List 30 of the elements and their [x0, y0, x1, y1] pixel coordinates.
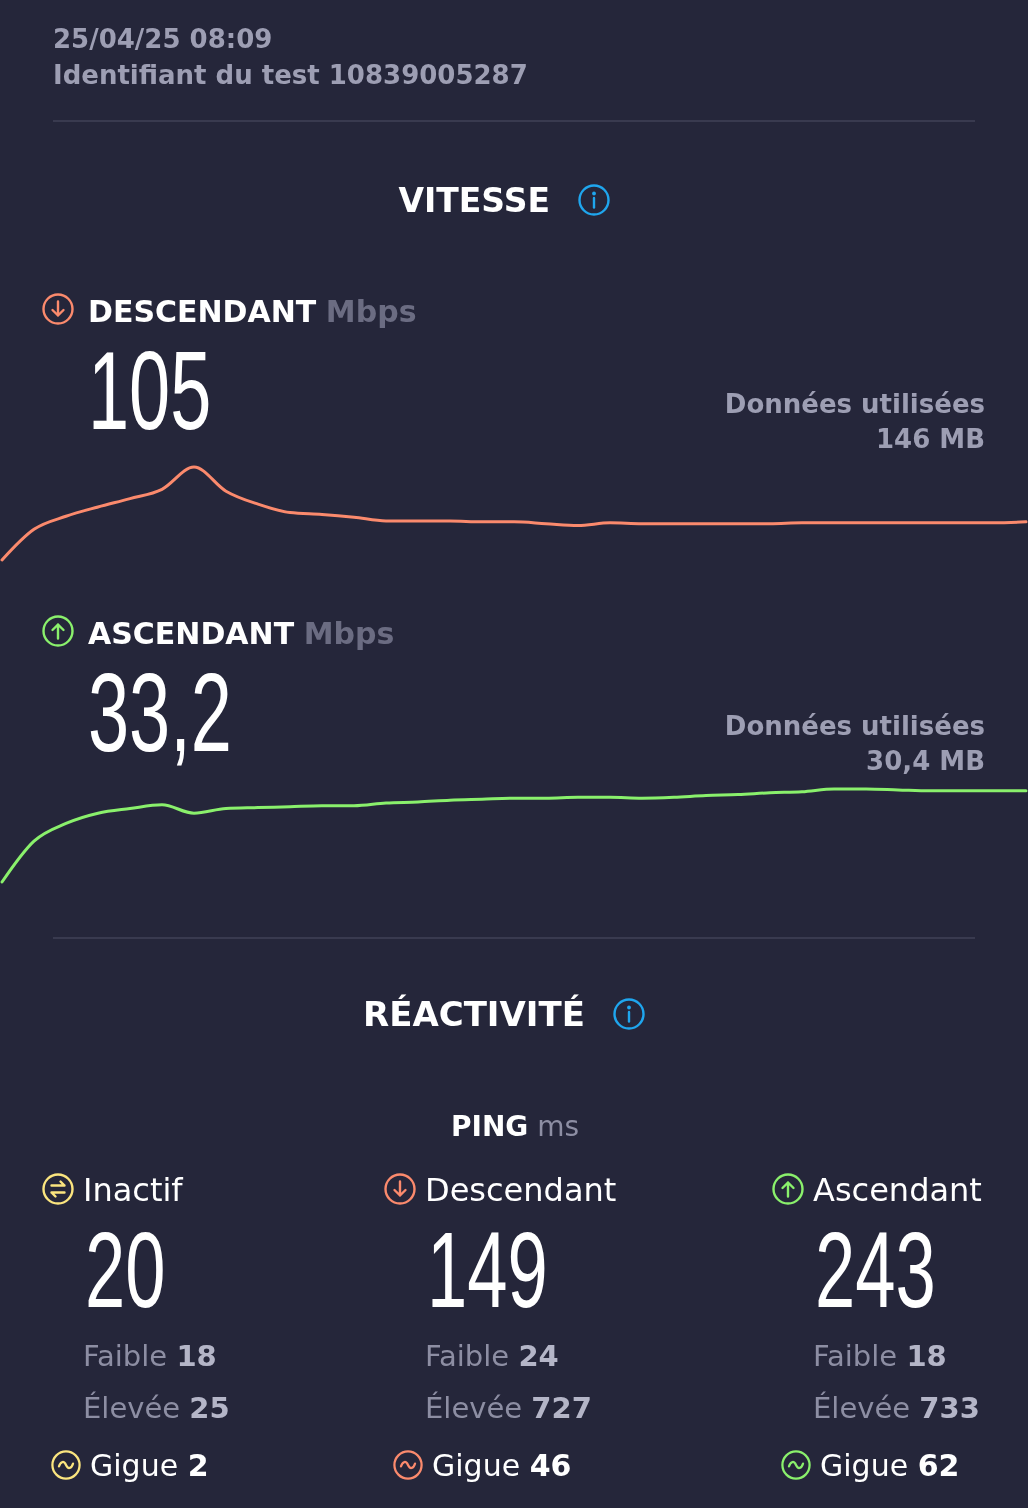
text: 20 [85, 1209, 166, 1331]
text: 243 [815, 1209, 936, 1331]
text: Ascendant [813, 1171, 982, 1210]
y-axis-title: Mbps [303, 615, 395, 651]
text: Élevée 727 [425, 1391, 592, 1426]
text: Gigue 62 [820, 1447, 960, 1483]
text: Données utilisées [724, 710, 985, 743]
text: Données utilisées [724, 388, 985, 421]
text: RÉACTIVITÉ [363, 994, 585, 1036]
y-axis-title: Mbps [325, 293, 417, 329]
text: Identifiant du test 10839005287 [53, 59, 528, 92]
text: Faible 18 [83, 1339, 217, 1374]
text: Faible 24 [425, 1339, 559, 1374]
chart-title: DESCENDANT [88, 293, 317, 329]
text: 105 [88, 328, 212, 454]
text: Faible 18 [813, 1339, 947, 1374]
text: 30,4 MB [866, 745, 985, 778]
text: Gigue 2 [90, 1447, 209, 1483]
text: 149 [427, 1209, 548, 1331]
text: Gigue 46 [432, 1447, 572, 1483]
text: 146 MB [875, 423, 985, 456]
text: PING ms [451, 1109, 580, 1143]
chart-title: ASCENDANT [88, 615, 295, 651]
text: Inactif [83, 1171, 183, 1210]
text: Descendant [425, 1171, 617, 1210]
text: Élevée 25 [83, 1391, 230, 1426]
text: 25/04/25 08:09 [53, 23, 273, 56]
text: VITESSE [398, 180, 550, 221]
text: Élevée 733 [813, 1391, 980, 1426]
text: 33,2 [88, 650, 232, 776]
